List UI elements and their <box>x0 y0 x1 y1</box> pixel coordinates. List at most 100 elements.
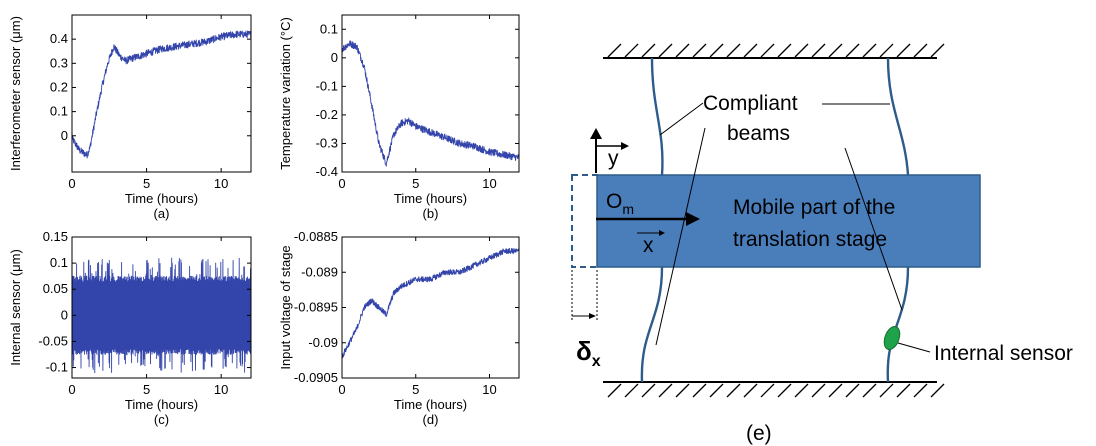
y-tick-label: 0.1 <box>50 255 68 270</box>
y-tick-label: 0.05 <box>43 281 68 296</box>
hatch-mark <box>607 383 622 398</box>
y-tick-label: 0.1 <box>320 21 338 36</box>
y-tick-label: -0.2 <box>316 107 338 122</box>
y-tick-label: 0.1 <box>50 104 68 119</box>
hatch-mark <box>726 43 741 58</box>
compliant-label-line1: Compliant <box>703 92 798 115</box>
hatch-mark <box>607 43 622 58</box>
beam-left-bottom <box>640 266 664 383</box>
beam-right-top <box>886 57 910 176</box>
axis-y-label: y <box>608 147 619 170</box>
y-axis-label: Temperature variation (°C) <box>278 17 293 170</box>
x-tick-label: 5 <box>412 176 419 191</box>
axis-frame <box>71 14 252 173</box>
leader-left-beam <box>659 102 704 136</box>
chart-panel: 0 5 10 0.1 0 -0.1 -0.2 -0.3 -0.4 Time (hours)(b) T… <box>278 14 520 221</box>
x-axis-label: Time (hours) <box>125 191 198 206</box>
y-tick-label: 0 <box>331 50 338 65</box>
x-tick-label: 5 <box>143 176 150 191</box>
bottom-hatch <box>607 383 945 398</box>
y-tick-label: -0.089 <box>301 264 338 279</box>
panel-label: (c) <box>154 412 169 427</box>
hatch-mark <box>879 43 894 58</box>
delta-label: δx <box>576 336 601 370</box>
series-line <box>341 40 520 167</box>
hatch-mark <box>709 43 724 58</box>
x-tick-label: 0 <box>68 382 75 397</box>
y-axis-label: Input voltage of stage <box>278 245 293 369</box>
hatch-mark <box>845 43 860 58</box>
hatch-mark <box>709 383 724 398</box>
hatch-mark <box>743 43 758 58</box>
x-tick-label: 5 <box>412 382 419 397</box>
panel-label: (b) <box>423 206 439 221</box>
hatch-mark <box>794 43 809 58</box>
beam-right-bottom <box>886 266 910 383</box>
hatch-mark <box>777 383 792 398</box>
hatch-mark <box>794 383 809 398</box>
x-tick-label: 10 <box>214 382 228 397</box>
hatch-mark <box>658 383 673 398</box>
x-mini-arrow-head <box>621 142 629 150</box>
origin-sub: m <box>622 201 634 217</box>
x-tick-label: 0 <box>68 176 75 191</box>
hatch-mark <box>896 43 911 58</box>
x-tick-label: 5 <box>143 382 150 397</box>
hatch-mark <box>760 383 775 398</box>
chart-panel: 0 5 10 0.15 0.1 0.05 0 -0.05 -0.1 Time (hours)(c)… <box>8 229 252 427</box>
hatch-mark <box>811 383 826 398</box>
y-tick-label: -0.05 <box>38 333 68 348</box>
y-axis-arrow-head <box>590 128 602 139</box>
y-tick-label: -0.0885 <box>294 229 338 244</box>
hatch-mark <box>811 43 826 58</box>
hatch-mark <box>913 383 928 398</box>
internal-sensor-label: Internal sensor <box>934 342 1073 365</box>
chart-panel: 0 5 10 -0.0885 -0.089 -0.0895 -0.09 -0.0905 Time… <box>278 229 520 427</box>
hatch-mark <box>845 383 860 398</box>
hatch-mark <box>692 383 707 398</box>
y-tick-label: -0.0905 <box>294 370 338 385</box>
y-tick-label: 0.3 <box>50 55 68 70</box>
panel-label-e: (e) <box>746 422 772 445</box>
beam-left-top <box>650 57 664 176</box>
y-tick-label: -0.1 <box>46 360 68 375</box>
axis-frame <box>341 14 520 173</box>
delta-arrow-head <box>589 313 596 319</box>
delta-sub: x <box>592 353 601 370</box>
x-tick-label: 0 <box>338 382 345 397</box>
x-axis-label: Time (hours) <box>125 397 198 412</box>
x-tick-label: 10 <box>482 176 496 191</box>
series-line <box>71 257 252 374</box>
mobile-part-block <box>596 174 981 268</box>
hatch-mark <box>675 383 690 398</box>
top-hatch <box>607 43 945 58</box>
origin-main: O <box>606 190 622 213</box>
hatch-mark <box>743 383 758 398</box>
compliant-label-line2: beams <box>727 122 790 145</box>
leader-internal-sensor <box>897 342 931 353</box>
delta-main: δ <box>576 336 592 366</box>
y-tick-label: 0.15 <box>43 229 68 244</box>
y-tick-label: -0.0895 <box>294 300 338 315</box>
x-tick-label: 0 <box>338 176 345 191</box>
panel-label: (d) <box>423 412 439 427</box>
hatch-mark <box>760 43 775 58</box>
y-tick-label: 0.4 <box>50 31 68 46</box>
y-tick-label: -0.09 <box>308 335 338 350</box>
rest-position-outline <box>571 174 599 268</box>
x-tick-label: 10 <box>482 382 496 397</box>
hatch-mark <box>624 383 639 398</box>
y-tick-label: 0.2 <box>50 79 68 94</box>
y-tick-label: -0.3 <box>316 135 338 150</box>
mobile-label-line2: translation stage <box>733 228 887 251</box>
hatch-mark <box>624 43 639 58</box>
axis-x-label: x <box>643 234 654 257</box>
y-tick-label: -0.4 <box>316 164 338 179</box>
hatch-mark <box>896 383 911 398</box>
hatch-mark <box>930 43 945 58</box>
axis-frame <box>71 236 252 379</box>
x-tick-label: 10 <box>214 176 228 191</box>
hatch-mark <box>641 383 656 398</box>
